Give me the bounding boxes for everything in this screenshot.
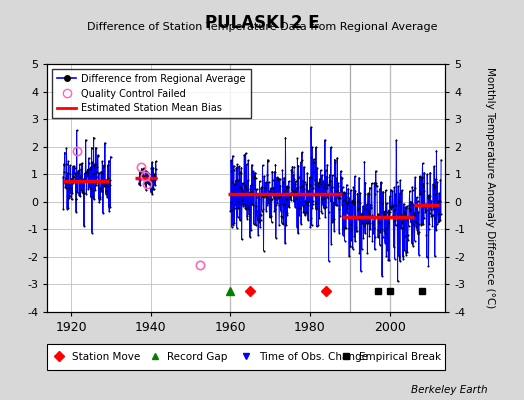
Text: Time of Obs. Change: Time of Obs. Change <box>259 352 368 362</box>
Text: Empirical Break: Empirical Break <box>358 352 441 362</box>
Y-axis label: Monthly Temperature Anomaly Difference (°C): Monthly Temperature Anomaly Difference (… <box>485 67 495 309</box>
Legend: Difference from Regional Average, Quality Control Failed, Estimated Station Mean: Difference from Regional Average, Qualit… <box>52 69 250 118</box>
Text: PULASKI 2 E: PULASKI 2 E <box>205 14 319 32</box>
Text: Difference of Station Temperature Data from Regional Average: Difference of Station Temperature Data f… <box>87 22 437 32</box>
FancyBboxPatch shape <box>47 344 445 370</box>
Text: Berkeley Earth: Berkeley Earth <box>411 385 487 395</box>
Text: Station Move: Station Move <box>72 352 140 362</box>
Text: Record Gap: Record Gap <box>168 352 228 362</box>
